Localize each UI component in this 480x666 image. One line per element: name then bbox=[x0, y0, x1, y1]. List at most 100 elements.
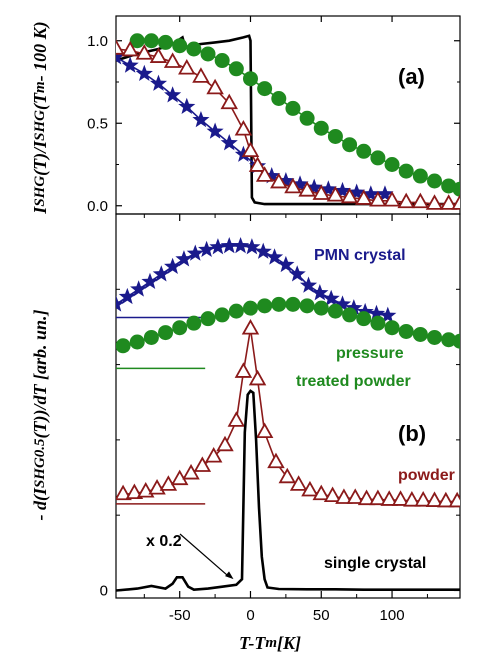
point-powder bbox=[425, 491, 444, 507]
point-powder bbox=[278, 467, 297, 484]
point-pmn bbox=[135, 64, 153, 82]
point-pmn bbox=[206, 122, 224, 139]
point-pressure bbox=[271, 296, 287, 312]
point-powder bbox=[116, 39, 125, 55]
panel-b-series bbox=[116, 237, 460, 592]
point-powder bbox=[125, 483, 144, 500]
label-single-crystal: single crystal bbox=[324, 555, 426, 572]
point-powder bbox=[248, 156, 267, 172]
panel-b-label: (b) bbox=[398, 421, 426, 446]
point-powder bbox=[346, 488, 364, 504]
xtick-label-b: 0 bbox=[246, 607, 254, 624]
point-pressure bbox=[313, 300, 329, 316]
point-powder bbox=[369, 489, 387, 506]
label-pressure-line2: treated powder bbox=[296, 373, 411, 390]
point-powder bbox=[255, 422, 274, 439]
point-powder bbox=[227, 411, 246, 427]
point-powder bbox=[326, 186, 345, 202]
point-pressure bbox=[228, 61, 244, 77]
point-powder bbox=[298, 181, 316, 197]
point-pmn bbox=[322, 289, 340, 306]
point-pmn bbox=[209, 238, 227, 255]
point-pressure bbox=[398, 323, 414, 339]
point-pressure bbox=[129, 334, 145, 350]
point-pressure bbox=[313, 120, 329, 136]
series-line-single bbox=[116, 389, 460, 592]
point-pmn bbox=[379, 306, 397, 323]
point-powder bbox=[354, 189, 373, 205]
point-pressure bbox=[172, 320, 188, 336]
point-pressure bbox=[342, 137, 358, 153]
point-powder bbox=[312, 184, 331, 200]
point-pmn bbox=[356, 302, 374, 320]
point-pressure bbox=[158, 325, 174, 341]
point-powder bbox=[340, 187, 359, 204]
point-pmn bbox=[243, 238, 261, 255]
point-powder bbox=[192, 67, 210, 83]
point-powder bbox=[149, 47, 168, 63]
point-pmn bbox=[220, 237, 238, 254]
point-pmn bbox=[277, 172, 295, 189]
point-powder bbox=[284, 177, 302, 194]
point-pressure bbox=[398, 163, 414, 179]
point-pressure bbox=[116, 338, 131, 354]
label-pressure-line1: pressure bbox=[336, 345, 404, 362]
point-pmn bbox=[277, 255, 295, 273]
point-pmn bbox=[288, 265, 306, 282]
point-pmn bbox=[141, 272, 159, 290]
point-pressure bbox=[257, 81, 273, 97]
label-powder: powder bbox=[398, 467, 455, 484]
point-powder bbox=[241, 318, 260, 335]
point-powder bbox=[357, 489, 376, 506]
point-powder bbox=[425, 194, 444, 210]
point-pmn bbox=[291, 175, 309, 192]
point-pressure bbox=[285, 296, 301, 312]
point-pressure bbox=[172, 38, 188, 54]
point-pressure bbox=[143, 33, 159, 49]
point-pmn bbox=[367, 304, 386, 322]
point-powder bbox=[135, 44, 154, 60]
point-pmn bbox=[130, 280, 148, 297]
point-powder bbox=[335, 488, 353, 504]
point-pressure bbox=[228, 303, 244, 319]
point-pmn bbox=[164, 257, 182, 274]
panel-b-ticks: -50 0 50 100 0 bbox=[100, 214, 460, 624]
point-powder bbox=[439, 194, 458, 210]
point-pmn bbox=[175, 250, 193, 267]
point-pressure bbox=[186, 41, 202, 57]
point-powder bbox=[301, 480, 319, 497]
point-pressure bbox=[452, 333, 460, 349]
ytick-label-a: 1.0 bbox=[87, 33, 108, 50]
point-powder bbox=[116, 484, 132, 501]
point-pressure bbox=[214, 307, 230, 323]
point-pmn bbox=[333, 181, 352, 199]
point-pmn bbox=[149, 74, 168, 91]
point-pressure bbox=[285, 100, 301, 116]
point-pmn bbox=[121, 56, 139, 73]
point-pmn bbox=[232, 237, 250, 254]
point-pmn bbox=[348, 183, 366, 200]
point-pmn bbox=[305, 178, 323, 195]
point-pmn bbox=[118, 287, 136, 305]
point-powder bbox=[121, 40, 139, 57]
ytick-label-a: 0.5 bbox=[87, 115, 108, 132]
point-pmn bbox=[186, 244, 204, 261]
point-pressure bbox=[441, 178, 457, 194]
panel-a-label: (a) bbox=[398, 64, 425, 89]
point-pmn bbox=[234, 145, 252, 162]
xtick-label-b: 100 bbox=[380, 607, 405, 624]
point-pmn bbox=[220, 134, 238, 151]
point-powder bbox=[414, 491, 432, 507]
panel-a-series bbox=[116, 33, 460, 210]
annotation-arrow-line bbox=[179, 533, 230, 578]
point-pressure bbox=[370, 315, 386, 331]
point-pressure bbox=[370, 150, 386, 166]
point-powder bbox=[437, 491, 455, 508]
point-pmn bbox=[263, 167, 281, 184]
annotation-arrow bbox=[179, 533, 234, 580]
point-pressure bbox=[427, 173, 443, 189]
point-powder bbox=[267, 452, 285, 469]
point-pressure bbox=[299, 110, 315, 126]
